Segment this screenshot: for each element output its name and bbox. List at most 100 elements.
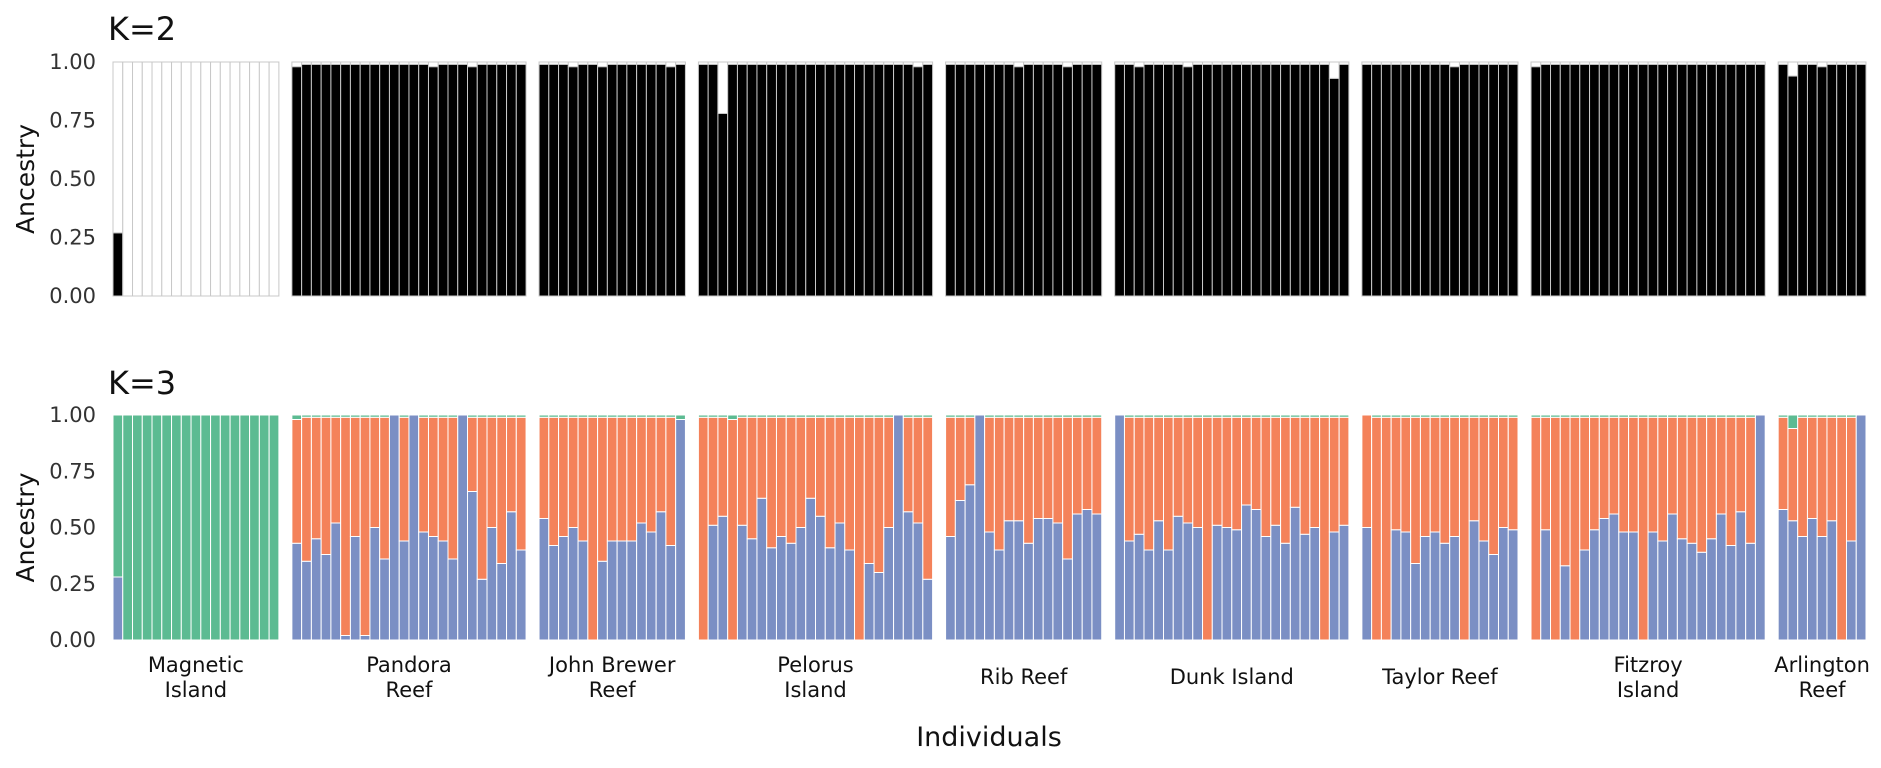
ancestry-bar-segment — [1449, 536, 1460, 641]
ancestry-bar-segment — [824, 416, 836, 549]
ancestry-bar-segment — [883, 527, 895, 641]
ancestry-bar-segment — [538, 61, 550, 65]
ancestry-bar-segment — [636, 63, 647, 297]
ancestry-bar-segment — [1816, 66, 1828, 297]
ancestry-bar-segment — [707, 61, 719, 65]
y-tick-label: 0.00 — [49, 628, 96, 652]
ancestry-bar-segment — [301, 63, 312, 297]
ancestry-bar-segment — [1380, 63, 1392, 297]
ancestry-bar-segment — [902, 63, 914, 297]
ancestry-bar-segment — [1361, 527, 1373, 641]
ancestry-bar-segment — [1696, 61, 1708, 65]
ancestry-bar-segment — [1309, 527, 1321, 641]
ancestry-bar-segment — [1133, 61, 1145, 68]
ancestry-bar-segment — [398, 414, 410, 418]
ancestry-bar-segment — [922, 414, 934, 418]
ancestry-bar-segment — [727, 414, 738, 420]
ancestry-bar-segment — [645, 61, 657, 65]
ancestry-bar-segment — [1637, 61, 1649, 65]
ancestry-bar-segment — [408, 61, 420, 65]
ancestry-bar-segment — [893, 63, 904, 297]
ancestry-bar-segment — [1143, 414, 1155, 418]
ancestry-bar-segment — [1787, 75, 1799, 297]
ancestry-bar-segment — [349, 63, 361, 297]
ancestry-bar-segment — [964, 414, 976, 418]
ancestry-bar-segment — [1579, 61, 1591, 65]
ancestry-bar-segment — [993, 61, 1005, 65]
ancestry-bar-segment — [1647, 414, 1659, 418]
ancestry-bar-segment — [258, 61, 270, 297]
ancestry-bar-segment — [486, 527, 498, 641]
ancestry-bar-segment — [268, 414, 280, 641]
ancestry-bar-segment — [1299, 416, 1311, 535]
ancestry-bar-segment — [805, 416, 817, 499]
ancestry-bar-segment — [1192, 416, 1204, 528]
ancestry-bar-segment — [1062, 66, 1073, 297]
ancestry-bar-segment — [1241, 61, 1252, 65]
ancestry-bar-segment — [1023, 61, 1034, 65]
ancestry-bar-segment — [1380, 414, 1392, 418]
ancestry-bar-segment — [1439, 416, 1451, 544]
ancestry-bar-segment — [785, 414, 797, 418]
ancestry-bar-segment — [736, 61, 748, 65]
ancestry-bar-segment — [844, 414, 856, 418]
ancestry-bar-segment — [606, 63, 618, 297]
ancestry-bar-segment — [291, 414, 303, 420]
ancestry-bar-segment — [359, 414, 371, 418]
ancestry-bar-segment — [1163, 549, 1174, 641]
population-label: John Brewer — [547, 653, 676, 677]
ancestry-bar-segment — [1777, 416, 1789, 510]
ancestry-bar-segment — [210, 414, 221, 641]
ancestry-bar-segment — [1309, 63, 1321, 297]
ancestry-bar-segment — [1696, 414, 1708, 418]
ancestry-bar-segment — [954, 500, 966, 641]
ancestry-bar-segment — [548, 545, 560, 641]
ancestry-bar-segment — [616, 63, 628, 297]
ancestry-bar-segment — [1530, 61, 1542, 68]
ancestry-bar-segment — [515, 416, 527, 551]
ancestry-bar-segment — [1706, 538, 1717, 641]
ancestry-bar-segment — [1579, 549, 1591, 641]
ancestry-bar-segment — [1182, 66, 1194, 297]
ancestry-bar-segment — [369, 63, 381, 297]
ancestry-bar-segment — [1628, 531, 1639, 641]
ancestry-bar-segment — [1280, 542, 1291, 641]
ancestry-bar-segment — [1696, 416, 1708, 553]
ancestry-bar-segment — [548, 61, 560, 65]
ancestry-bar-segment — [1569, 63, 1581, 297]
ancestry-bar-segment — [379, 63, 390, 297]
ancestry-bar-segment — [587, 61, 599, 65]
ancestry-bar-segment — [1361, 61, 1373, 65]
population-label: Reef — [386, 678, 433, 702]
ancestry-bar-segment — [1725, 414, 1737, 418]
ancestry-bar-segment — [486, 416, 498, 528]
ancestry-bar-segment — [1133, 416, 1145, 535]
ancestry-bar-segment — [616, 61, 628, 65]
ancestry-bar-segment — [655, 61, 667, 65]
ancestry-bar-segment — [717, 112, 729, 297]
ancestry-bar-segment — [1806, 416, 1818, 519]
ancestry-bar-segment — [359, 416, 371, 636]
ancestry-bar-segment — [567, 66, 579, 297]
ancestry-bar-segment — [330, 63, 342, 297]
ancestry-bar-segment — [190, 414, 202, 641]
ancestry-bar-segment — [922, 578, 934, 641]
ancestry-bar-segment — [1410, 416, 1421, 564]
y-tick-label: 1.00 — [49, 403, 96, 427]
ancestry-bar-segment — [249, 61, 260, 297]
ancestry-bar-segment — [1172, 414, 1184, 418]
ancestry-bar-segment — [301, 416, 312, 562]
ancestry-bar-segment — [1696, 63, 1708, 297]
ancestry-bar-segment — [340, 416, 351, 636]
ancestry-bar-segment — [1042, 414, 1054, 418]
ancestry-bar-segment — [1202, 416, 1213, 641]
ancestry-bar-segment — [1618, 414, 1630, 418]
ancestry-bar-segment — [1845, 540, 1857, 641]
ancestry-bar-segment — [1133, 533, 1145, 641]
ancestry-bar-segment — [1419, 61, 1431, 65]
ancestry-bar-segment — [1221, 61, 1233, 65]
ancestry-bar-segment — [1172, 61, 1184, 65]
ancestry-bar-segment — [1192, 414, 1204, 418]
population-label: Taylor Reef — [1381, 665, 1498, 689]
ancestry-bar-segment — [1676, 416, 1688, 540]
